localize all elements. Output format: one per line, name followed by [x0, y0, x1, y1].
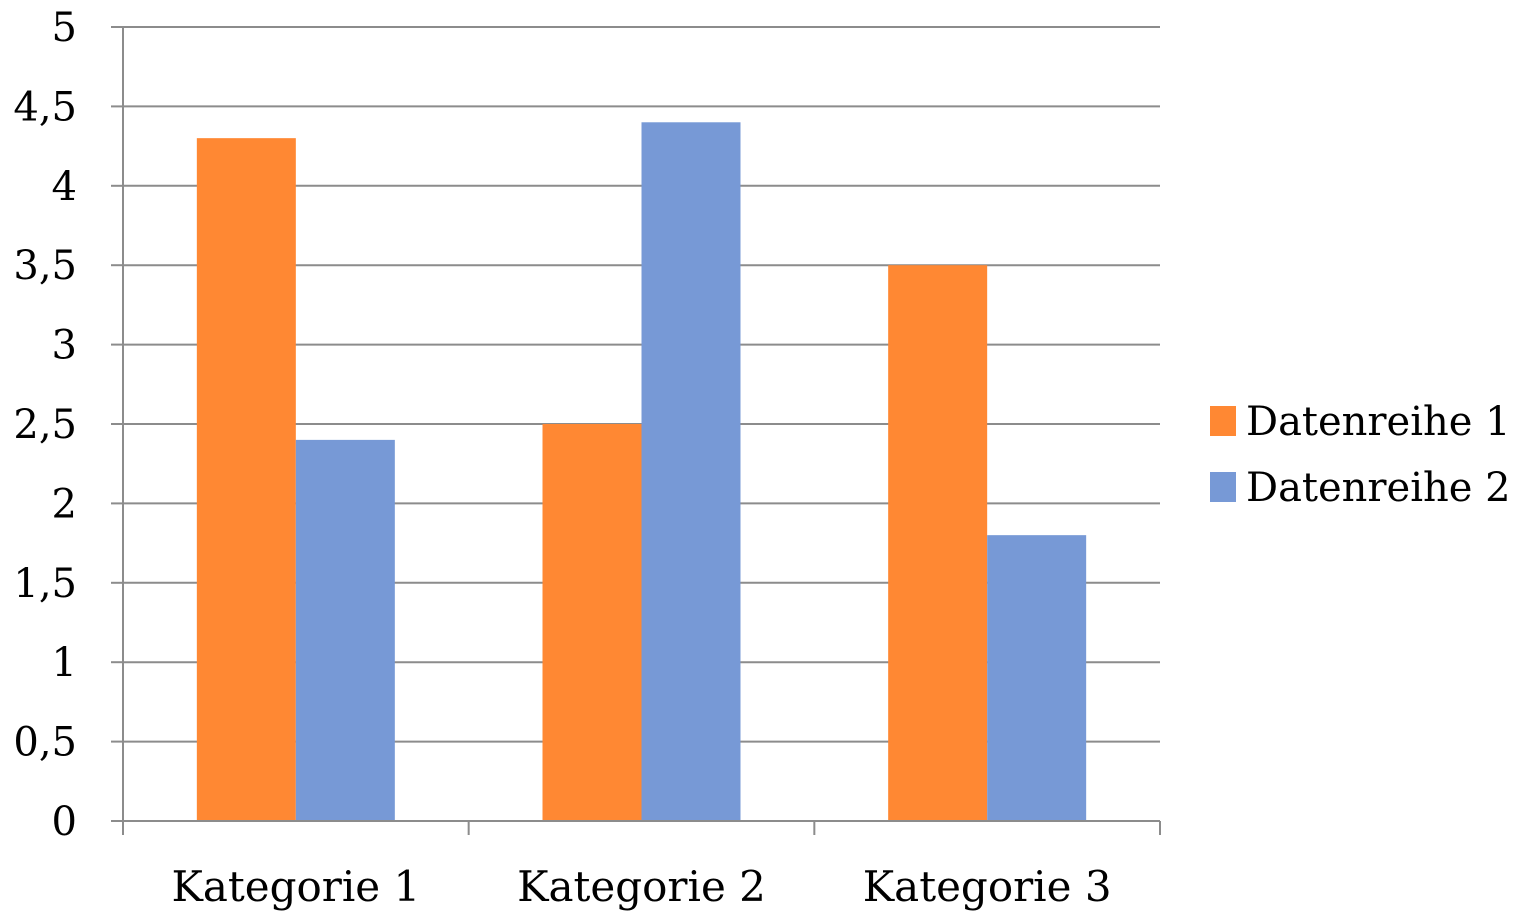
- y-tick-label: 4: [52, 164, 77, 210]
- y-axis-ticks: 0 0,5 1 1,5 2 2,5 3 3,5 4 4,5 5: [13, 5, 77, 845]
- y-tick-label: 3: [52, 323, 77, 369]
- bar-2-1: [295, 439, 395, 821]
- y-tick-label: 5: [52, 5, 77, 51]
- x-category-label: Kategorie 2: [517, 862, 766, 911]
- bars: [196, 122, 1087, 821]
- legend-label-2: Datenreihe 2: [1246, 465, 1511, 511]
- legend-swatch-1: [1210, 406, 1236, 436]
- legend-label-1: Datenreihe 1: [1246, 399, 1511, 445]
- y-tick-label: 1,5: [13, 561, 77, 607]
- legend-swatch-2: [1210, 472, 1236, 502]
- y-tick-label: 2: [52, 481, 77, 527]
- axes: [111, 26, 1161, 835]
- bar-2-3: [987, 535, 1087, 821]
- x-category-label: Kategorie 3: [863, 862, 1112, 911]
- bar-1-3: [888, 265, 988, 821]
- legend: Datenreihe 1 Datenreihe 2: [1210, 399, 1511, 511]
- y-tick-label: 1: [52, 640, 77, 686]
- y-tick-label: 2,5: [13, 402, 77, 448]
- bar-2-2: [641, 122, 741, 821]
- y-tick-label: 0,5: [13, 720, 77, 766]
- y-tick-label: 0: [52, 799, 77, 845]
- bar-1-1: [196, 138, 296, 821]
- y-tick-label: 4,5: [13, 84, 77, 130]
- x-category-label: Kategorie 1: [171, 862, 420, 911]
- x-axis-categories: Kategorie 1 Kategorie 2 Kategorie 3: [171, 862, 1111, 911]
- bar-1-2: [542, 424, 642, 821]
- y-tick-label: 3,5: [13, 243, 77, 289]
